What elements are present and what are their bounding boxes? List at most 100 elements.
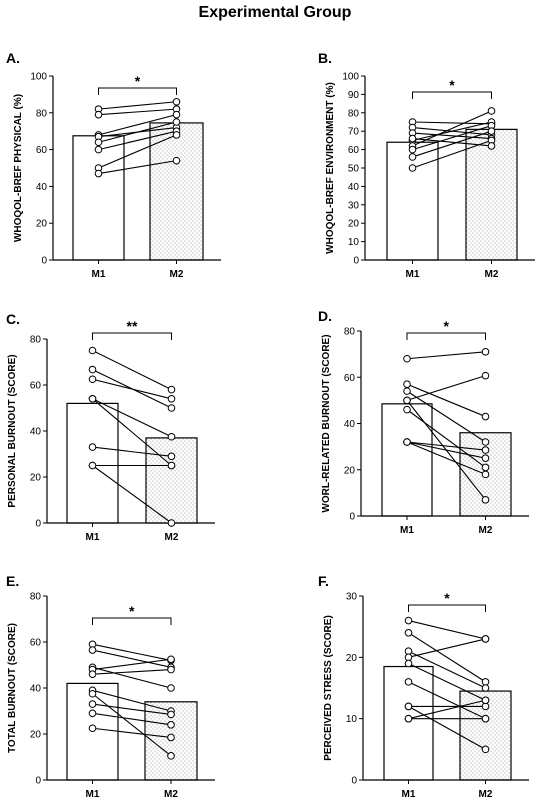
data-point-m2: [481, 470, 490, 479]
data-point-m2: [167, 710, 175, 719]
paired-line: [412, 132, 492, 140]
y-tick-label: 100: [342, 72, 359, 83]
data-point-m1: [88, 724, 97, 733]
paired-line: [92, 398, 172, 438]
paired-line: [406, 383, 486, 418]
y-tick-label: 30: [348, 200, 360, 211]
x-tick-label: M1: [86, 789, 100, 800]
data-point-m1: [403, 380, 411, 388]
bar-m1: [72, 135, 125, 261]
significance-marker: *: [444, 318, 450, 334]
paired-line: [408, 650, 486, 689]
y-tick-label: 10: [346, 714, 358, 725]
data-point-m1: [94, 145, 103, 154]
y-tick-label: 0: [35, 776, 41, 787]
x-tick-label: M2: [165, 532, 179, 543]
paired-line: [406, 375, 486, 401]
data-point-m2: [481, 745, 490, 754]
significance-bracket: [412, 91, 492, 99]
y-tick-label: 100: [30, 72, 47, 83]
y-tick-label: 90: [348, 90, 360, 101]
data-point-m1: [94, 169, 103, 178]
x-tick-label: M2: [479, 789, 493, 800]
data-point-m2: [172, 131, 181, 139]
y-tick-label: 60: [344, 373, 356, 384]
data-point-m2: [487, 107, 496, 115]
x-tick-label: M1: [86, 532, 100, 543]
data-point-m1: [94, 110, 103, 119]
chart-panel-4: D. 0 20 40 60 80 M1 M2 WORL-RELATED BURNOUT (SCO…: [318, 308, 529, 536]
data-point-m2: [167, 452, 176, 461]
y-tick-label: 20: [30, 730, 42, 741]
y-axis-label: WHOQOL-BREF ENVIRONMENT (%): [325, 82, 336, 254]
data-point-m1: [404, 702, 413, 711]
data-point-m2: [481, 635, 490, 643]
y-axis-label: TOTAL BURNOUT (SCORE): [7, 623, 18, 753]
bar-m2: [149, 122, 204, 261]
paired-line: [92, 446, 172, 457]
paired-line: [406, 441, 486, 451]
chart-panel-2: B. 0 10 20 30 40 50 60 70 80 90 100 M1 M2 WHOQOL-BREF …: [318, 50, 535, 280]
data-point-m2: [172, 118, 181, 126]
y-tick-label: 40: [36, 182, 48, 193]
data-point-m2: [487, 127, 496, 135]
paired-line: [98, 114, 177, 136]
paired-line: [92, 669, 172, 675]
paired-line: [92, 350, 172, 391]
paired-line: [412, 121, 492, 141]
data-point-m2: [481, 463, 490, 472]
bar-m1: [381, 403, 433, 517]
significance-marker: *: [135, 73, 141, 89]
data-point-m2: [172, 97, 181, 106]
x-tick-label: M2: [485, 269, 499, 280]
x-tick-label: M2: [170, 269, 184, 280]
panel-label: F.: [318, 573, 329, 589]
paired-line: [92, 643, 172, 661]
x-tick-label: M1: [406, 269, 420, 280]
paired-line: [92, 378, 172, 400]
data-point-m2: [481, 412, 490, 421]
x-tick-label: M2: [479, 525, 493, 536]
data-point-m2: [167, 461, 176, 470]
x-tick-label: M2: [164, 789, 178, 800]
data-point-m1: [88, 670, 97, 679]
y-tick-label: 80: [348, 108, 360, 119]
paired-line: [92, 666, 172, 689]
panel-label: A.: [6, 50, 20, 66]
y-tick-label: 80: [30, 592, 42, 603]
paired-line: [412, 125, 492, 151]
y-tick-label: 60: [36, 145, 48, 156]
y-tick-label: 20: [346, 653, 358, 664]
paired-line: [98, 130, 177, 151]
paired-line: [92, 689, 172, 712]
y-tick-label: 60: [30, 381, 42, 392]
paired-line: [92, 712, 172, 726]
significance-bracket: [92, 332, 172, 340]
data-point-m2: [167, 733, 175, 742]
panel-label: E.: [6, 573, 19, 589]
paired-line: [406, 409, 486, 468]
y-axis-label: WHOQOL-BREF PHYSICAL (%): [13, 94, 24, 242]
paired-line: [92, 658, 172, 671]
paired-line: [406, 390, 486, 443]
y-tick-label: 40: [30, 427, 42, 438]
data-point-m2: [172, 156, 181, 165]
paired-line: [408, 681, 486, 720]
y-tick-label: 0: [353, 256, 359, 267]
data-point-m1: [404, 659, 413, 668]
data-point-m1: [403, 438, 411, 446]
data-point-m1: [403, 396, 411, 405]
data-point-m1: [88, 700, 97, 708]
data-point-m2: [481, 714, 490, 723]
x-tick-label: M1: [92, 269, 106, 280]
paired-line: [406, 441, 486, 475]
y-axis-label: PERCEIVED STRESS (SCORE): [323, 615, 334, 761]
data-point-m1: [408, 145, 417, 154]
y-tick-label: 80: [30, 335, 42, 346]
paired-line: [412, 138, 492, 147]
y-tick-label: 80: [36, 108, 48, 119]
paired-line: [406, 351, 486, 360]
data-point-m1: [88, 375, 97, 384]
data-point-m2: [481, 696, 490, 705]
data-point-m2: [167, 684, 175, 692]
